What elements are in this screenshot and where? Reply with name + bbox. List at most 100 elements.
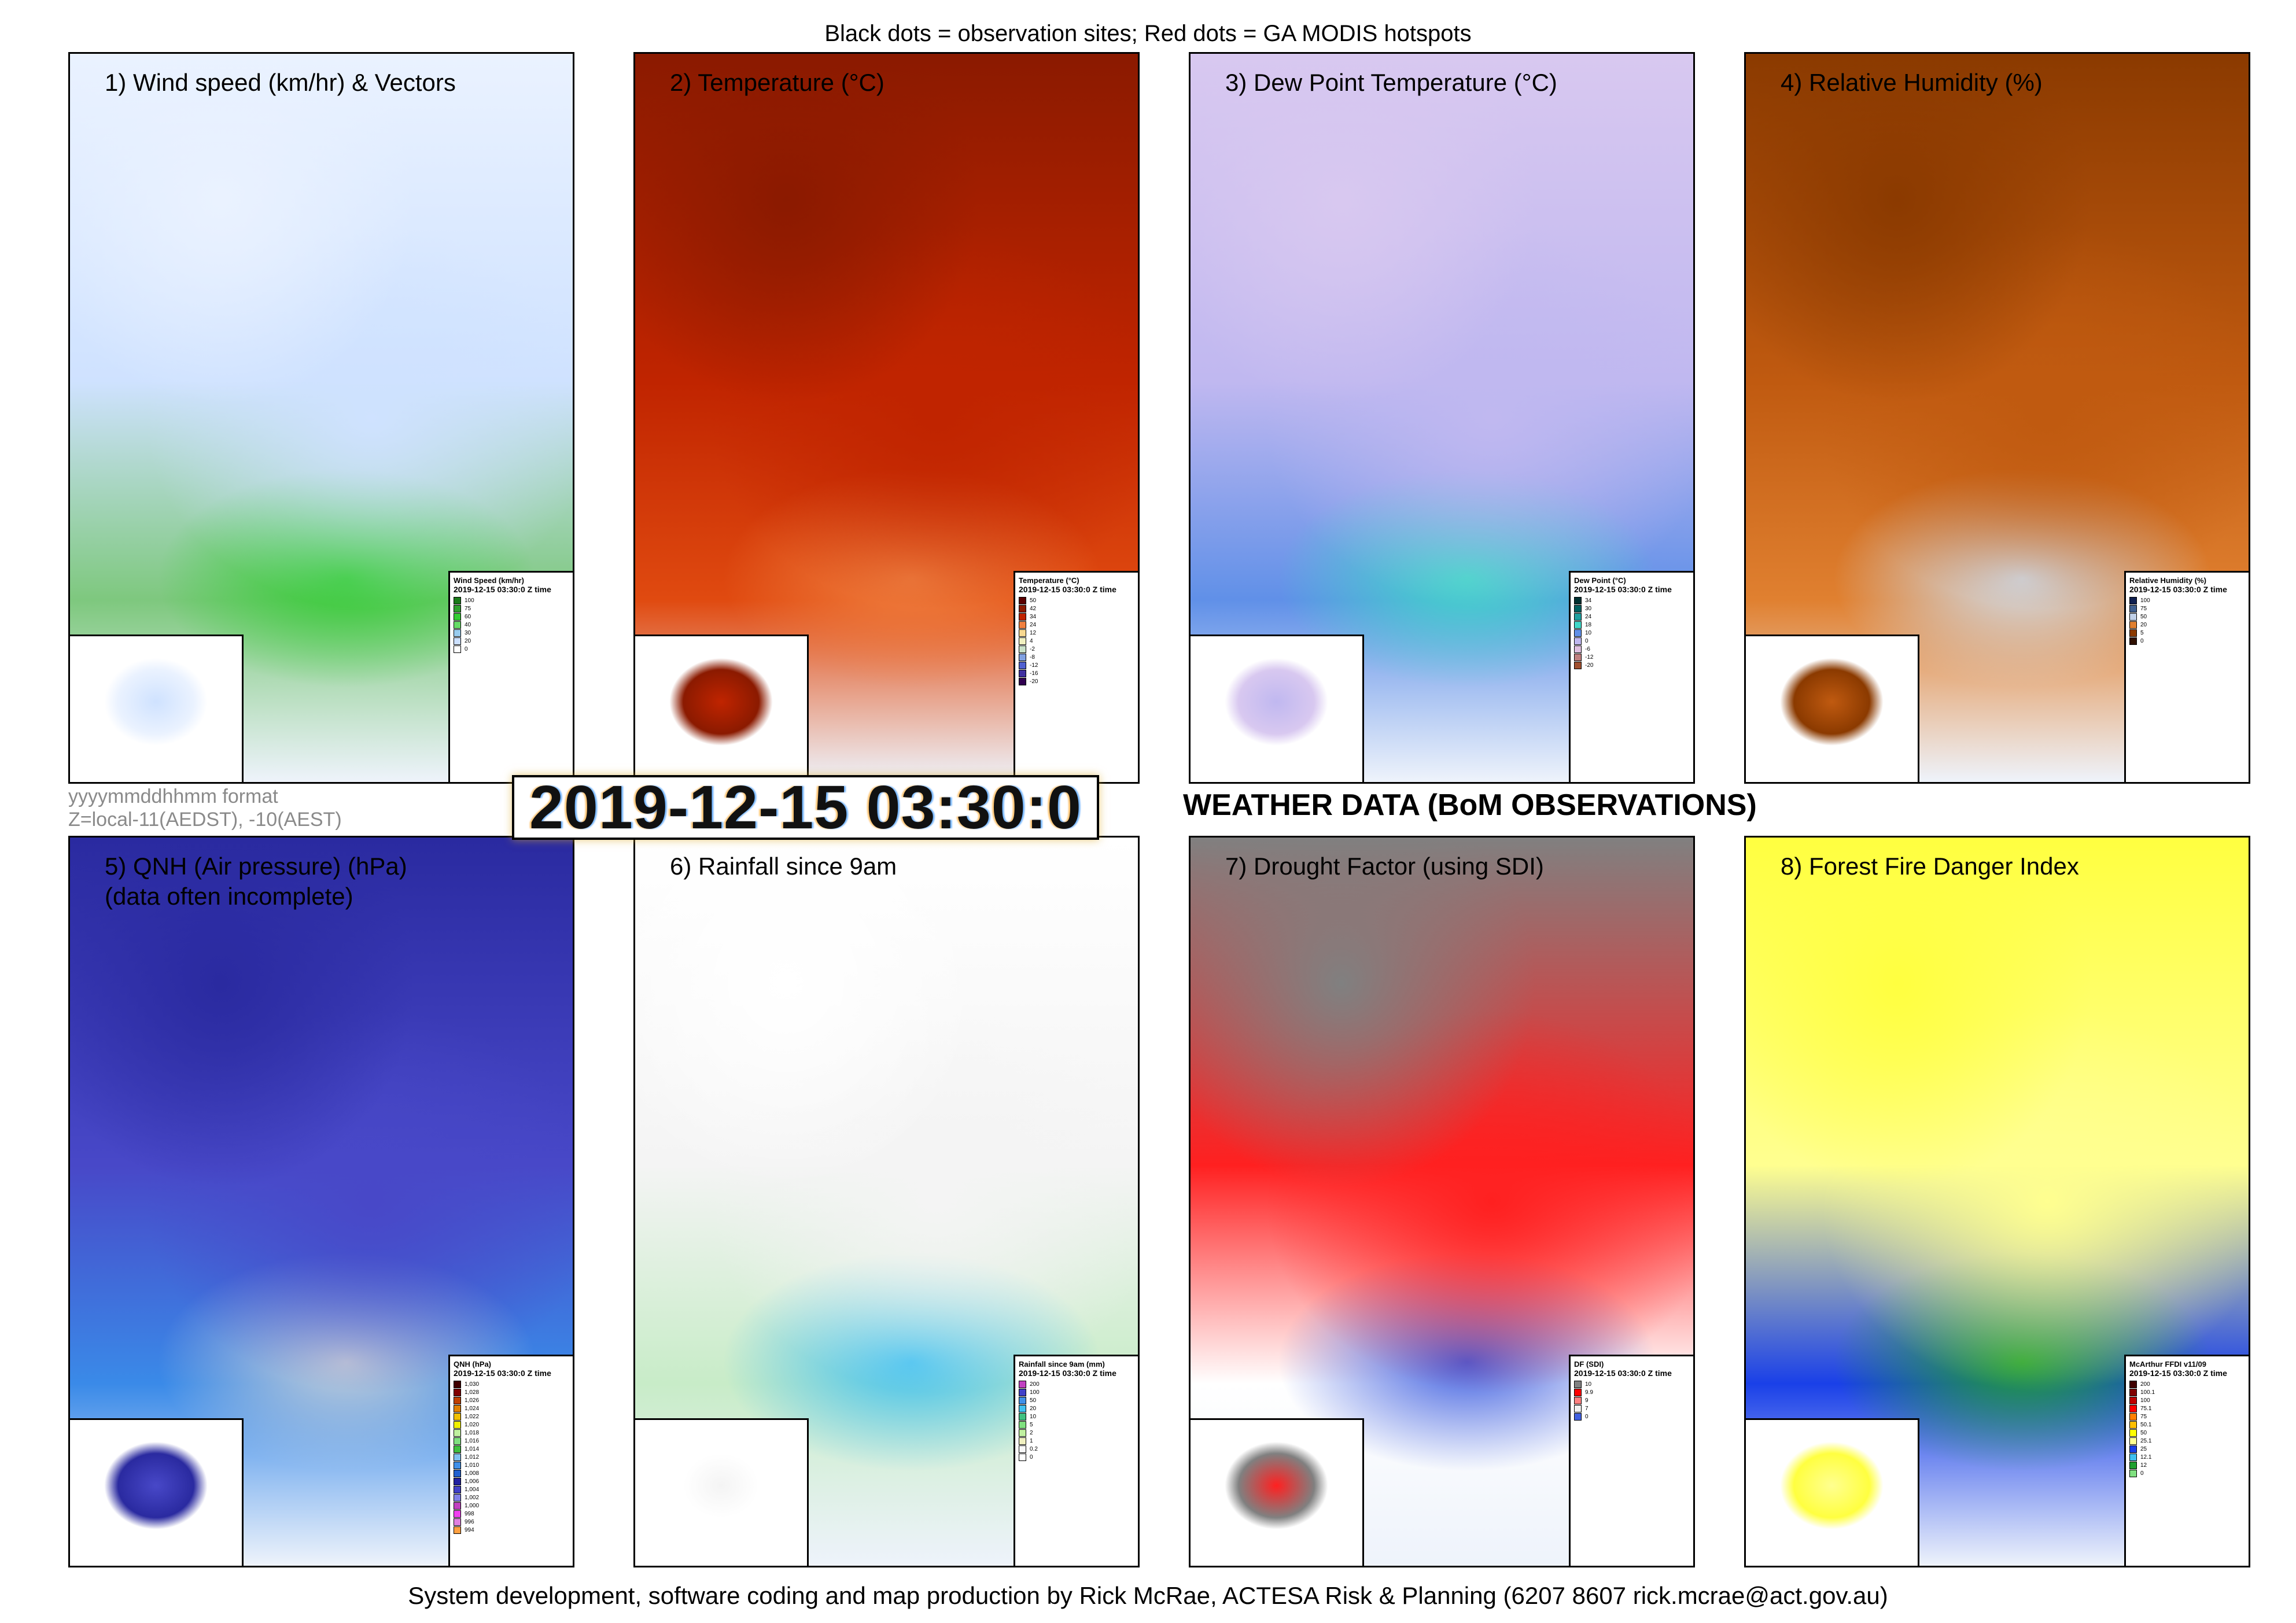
panel-title: 8) Forest Fire Danger Index xyxy=(1781,853,2079,880)
legend-swatch xyxy=(454,604,461,613)
legend-time: 2019-12-15 03:30:0 Z time xyxy=(1574,1369,1672,1378)
legend-entry: 1,000 xyxy=(454,1502,569,1510)
legend-swatch xyxy=(1574,653,1582,661)
header-caption: Black dots = observation sites; Red dots… xyxy=(824,21,1472,46)
legend-label: 0 xyxy=(465,645,468,652)
panel-subtitle: (data often incomplete) xyxy=(105,883,353,910)
legend-entry: 12 xyxy=(1019,629,1134,637)
legend-time: 2019-12-15 03:30:0 Z time xyxy=(1574,585,1672,594)
legend-label: 20 xyxy=(1030,1405,1037,1412)
legend-entry: 10 xyxy=(1019,1412,1134,1421)
legend-label: -20 xyxy=(1030,678,1038,685)
legend-entry: 5 xyxy=(1019,1421,1134,1429)
legend-swatch xyxy=(2129,1380,2137,1388)
legend-swatch xyxy=(454,637,461,645)
legend-label: 1,018 xyxy=(465,1429,480,1436)
legend-label: 1,004 xyxy=(465,1486,480,1493)
australia-inset-map xyxy=(70,635,244,782)
legend-entry: 0 xyxy=(454,645,569,653)
panel-title: 2) Temperature (°C) xyxy=(670,69,885,96)
legend-entry: 34 xyxy=(1019,613,1134,621)
format-note-line1: yyyymmddhhmm format xyxy=(68,785,278,807)
legend-title: Relative Humidity (%) xyxy=(2129,576,2206,585)
map-panel-4: 4) Relative Humidity (%) Relative Humidit… xyxy=(1744,52,2250,784)
legend-title: McArthur FFDI v11/09 xyxy=(2129,1360,2206,1369)
legend-swatch xyxy=(1574,1396,1582,1404)
legend-entry: 30 xyxy=(1574,604,1690,613)
legend-label: 1,000 xyxy=(465,1502,480,1509)
legend-swatch xyxy=(454,1445,461,1453)
legend-swatch xyxy=(1574,1380,1582,1388)
map-legend: Dew Point (°C) 2019-12-15 03:30:0 Z time 3… xyxy=(1569,571,1693,782)
legend-label: 42 xyxy=(1030,605,1037,612)
map-legend: Wind Speed (km/hr) 2019-12-15 03:30:0 Z t… xyxy=(448,571,573,782)
legend-swatch xyxy=(1019,1437,1026,1445)
australia-inset-map xyxy=(1191,1418,1364,1566)
legend-label: 1,024 xyxy=(465,1405,480,1412)
legend-label: 10 xyxy=(1585,1381,1592,1388)
legend-entry: 20 xyxy=(2129,621,2245,629)
legend-label: 30 xyxy=(465,629,471,636)
legend-label: 12 xyxy=(2140,1462,2147,1469)
legend-label: 100 xyxy=(2140,1397,2150,1404)
legend-time: 2019-12-15 03:30:0 Z time xyxy=(1019,585,1116,594)
legend-label: 1,012 xyxy=(465,1454,480,1460)
legend-swatch xyxy=(2129,596,2137,604)
date-stamp: 2019-12-15 03:30:0 xyxy=(529,773,1082,842)
legend-entry: 5 xyxy=(2129,629,2245,637)
panel-title: 1) Wind speed (km/hr) & Vectors xyxy=(105,69,456,96)
legend-swatch xyxy=(454,1469,461,1477)
legend-label: 60 xyxy=(465,613,471,620)
legend-label: 0 xyxy=(2140,1470,2144,1477)
legend-entry: 75 xyxy=(454,604,569,613)
legend-label: 1,028 xyxy=(465,1389,480,1396)
legend-entry: 18 xyxy=(1574,621,1690,629)
legend-label: -12 xyxy=(1030,662,1038,669)
legend-swatch xyxy=(1574,645,1582,653)
legend-label: 50 xyxy=(1030,597,1037,604)
legend-swatch xyxy=(454,1429,461,1437)
panel-title: 3) Dew Point Temperature (°C) xyxy=(1225,69,1557,96)
legend-label: -6 xyxy=(1585,645,1590,652)
legend-entry: 100 xyxy=(2129,596,2245,604)
legend-swatch xyxy=(1019,1380,1026,1388)
legend-entry: 1,014 xyxy=(454,1445,569,1453)
legend-swatch xyxy=(1019,596,1026,604)
legend-entry: 1,028 xyxy=(454,1388,569,1396)
legend-label: -20 xyxy=(1585,662,1594,669)
legend-title: QNH (hPa) xyxy=(454,1360,491,1369)
legend-swatch xyxy=(454,1518,461,1526)
map-legend: McArthur FFDI v11/09 2019-12-15 03:30:0 Z… xyxy=(2124,1355,2249,1566)
legend-swatch xyxy=(2129,1461,2137,1469)
legend-entry: 1,016 xyxy=(454,1437,569,1445)
legend-label: 34 xyxy=(1585,597,1592,604)
legend-entry: 12 xyxy=(2129,1461,2245,1469)
legend-label: 0.2 xyxy=(1030,1445,1038,1452)
legend-entry: 1,008 xyxy=(454,1469,569,1477)
legend-label: 20 xyxy=(2140,621,2147,628)
legend-entry: 34 xyxy=(1574,596,1690,604)
map-legend: QNH (hPa) 2019-12-15 03:30:0 Z time 1,030 1… xyxy=(448,1355,573,1566)
legend-entry: 75.1 xyxy=(2129,1404,2245,1412)
legend-entry: 42 xyxy=(1019,604,1134,613)
legend-label: 1,030 xyxy=(465,1381,480,1388)
legend-title: Rainfall since 9am (mm) xyxy=(1019,1360,1105,1369)
legend-swatch xyxy=(2129,1412,2137,1421)
legend-time: 2019-12-15 03:30:0 Z time xyxy=(454,1369,551,1378)
legend-entry: 1,010 xyxy=(454,1461,569,1469)
legend-time: 2019-12-15 03:30:0 Z time xyxy=(2129,585,2227,594)
australia-inset-map xyxy=(635,635,809,782)
legend-swatch xyxy=(2129,1445,2137,1453)
legend-entry: 100.1 xyxy=(2129,1388,2245,1396)
legend-entry: 50 xyxy=(2129,613,2245,621)
legend-swatch xyxy=(454,1380,461,1388)
legend-swatch xyxy=(1019,629,1026,637)
legend-label: 1,002 xyxy=(465,1494,480,1501)
legend-swatch xyxy=(454,621,461,629)
legend-entry: 50 xyxy=(1019,596,1134,604)
legend-entry: -8 xyxy=(1019,653,1134,661)
legend-swatch xyxy=(1019,1421,1026,1429)
legend-entry: 4 xyxy=(1019,637,1134,645)
legend-entry: -6 xyxy=(1574,645,1690,653)
legend-entry: 1,020 xyxy=(454,1421,569,1429)
